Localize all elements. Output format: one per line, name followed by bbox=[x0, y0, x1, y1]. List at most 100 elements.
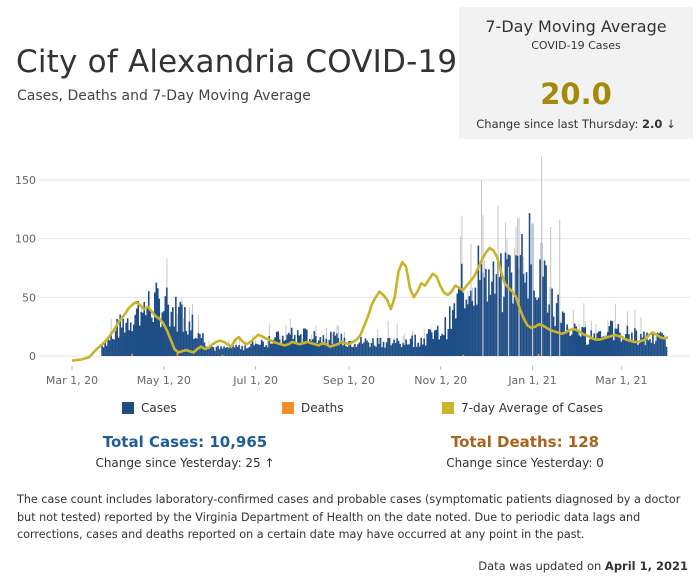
case-bar bbox=[330, 331, 332, 356]
case-bar bbox=[110, 331, 112, 356]
case-bar bbox=[292, 339, 295, 356]
case-bar bbox=[400, 346, 403, 356]
cases-deaths-chart[interactable]: 0 50 100 150 Mar 1, 20 May 1, 20 Jul 1, 20 Sep … bbox=[0, 150, 700, 395]
case-bar bbox=[415, 346, 418, 356]
case-bar bbox=[432, 338, 435, 356]
case-bar bbox=[442, 335, 445, 356]
case-bar bbox=[588, 339, 591, 356]
case-bar bbox=[406, 344, 409, 356]
case-bar bbox=[153, 292, 156, 356]
case-bar bbox=[263, 346, 266, 356]
case-bar bbox=[560, 322, 562, 356]
case-bar bbox=[361, 343, 364, 356]
case-bar bbox=[199, 333, 201, 356]
total-deaths-change: Change since Yesterday: 0 bbox=[446, 456, 604, 470]
case-bar bbox=[223, 346, 225, 356]
case-bar bbox=[519, 255, 522, 356]
case-bar bbox=[175, 296, 177, 356]
case-bar bbox=[665, 346, 668, 356]
case-bar bbox=[397, 340, 400, 356]
case-bar bbox=[122, 318, 124, 356]
case-bar bbox=[459, 289, 462, 356]
case-bar bbox=[382, 341, 385, 356]
case-bar bbox=[315, 336, 317, 356]
case-bar bbox=[150, 317, 153, 356]
case-bar bbox=[140, 311, 143, 356]
case-bar bbox=[221, 348, 224, 356]
footnote: The case count includes laboratory-confi… bbox=[17, 493, 681, 541]
case-bar bbox=[394, 343, 397, 356]
case-bar bbox=[405, 339, 407, 356]
case-bar bbox=[378, 344, 380, 356]
case-bar bbox=[656, 332, 659, 356]
case-bar bbox=[591, 338, 594, 356]
case-bar bbox=[319, 337, 322, 356]
case-bar bbox=[602, 336, 605, 356]
case-bar bbox=[563, 312, 565, 356]
case-bar bbox=[445, 339, 448, 356]
case-bar bbox=[179, 301, 182, 356]
cases-swatch bbox=[122, 402, 134, 414]
case-bar bbox=[576, 331, 579, 356]
case-bar bbox=[293, 335, 296, 356]
case-bar bbox=[345, 345, 347, 356]
case-bar bbox=[640, 334, 642, 356]
case-bar bbox=[337, 338, 340, 356]
down-arrow-icon: ↓ bbox=[666, 117, 676, 131]
case-bar bbox=[506, 259, 508, 356]
reported-bar bbox=[532, 222, 534, 356]
case-bar bbox=[379, 337, 382, 356]
reported-bar bbox=[507, 266, 510, 356]
case-bar bbox=[388, 337, 391, 356]
case-bar bbox=[170, 311, 173, 356]
reported-bar bbox=[518, 217, 520, 356]
case-bar bbox=[409, 338, 412, 356]
case-bar bbox=[141, 312, 144, 356]
case-bar bbox=[503, 296, 505, 356]
case-bar bbox=[156, 288, 159, 356]
case-bar bbox=[113, 339, 115, 356]
legend-cases-label: Cases bbox=[141, 401, 177, 415]
x-tick-label: May 1, 20 bbox=[137, 374, 191, 387]
case-bar bbox=[144, 315, 147, 356]
case-bar bbox=[552, 316, 555, 356]
updated-date: April 1, 2021 bbox=[604, 559, 688, 573]
case-bar bbox=[357, 344, 359, 356]
case-bar bbox=[166, 287, 168, 356]
case-bar bbox=[462, 292, 465, 356]
legend-avg[interactable]: 7-day Average of Cases bbox=[442, 401, 603, 415]
case-bar bbox=[542, 276, 544, 356]
case-bar bbox=[426, 333, 428, 356]
case-bar bbox=[289, 334, 292, 356]
case-bar bbox=[581, 326, 584, 356]
case-bar bbox=[578, 335, 581, 356]
case-bar bbox=[132, 324, 135, 356]
case-bar bbox=[603, 338, 606, 356]
case-bar bbox=[387, 338, 389, 356]
avg-swatch bbox=[442, 402, 454, 414]
case-bar bbox=[515, 255, 517, 356]
case-bar bbox=[147, 291, 150, 356]
legend-deaths[interactable]: Deaths bbox=[282, 401, 344, 415]
case-bar bbox=[187, 334, 189, 356]
case-bar bbox=[441, 333, 444, 356]
x-tick-label: Mar 1, 20 bbox=[46, 374, 98, 387]
case-bar bbox=[436, 325, 439, 356]
case-bar bbox=[632, 341, 635, 356]
case-bar bbox=[366, 340, 368, 356]
case-bar bbox=[476, 304, 478, 356]
legend-cases[interactable]: Cases bbox=[122, 401, 177, 415]
case-bar bbox=[161, 312, 164, 356]
case-bar bbox=[190, 330, 192, 356]
x-tick-label: Jan 1, 21 bbox=[507, 374, 556, 387]
case-bar bbox=[301, 343, 304, 356]
case-bar bbox=[143, 301, 146, 356]
case-bar bbox=[411, 335, 413, 356]
case-bar bbox=[536, 300, 538, 356]
case-bar bbox=[355, 346, 358, 356]
case-bar bbox=[554, 326, 556, 356]
death-bar bbox=[131, 353, 134, 356]
case-bar bbox=[597, 331, 600, 356]
case-bar bbox=[111, 338, 114, 356]
case-bar bbox=[644, 345, 647, 356]
